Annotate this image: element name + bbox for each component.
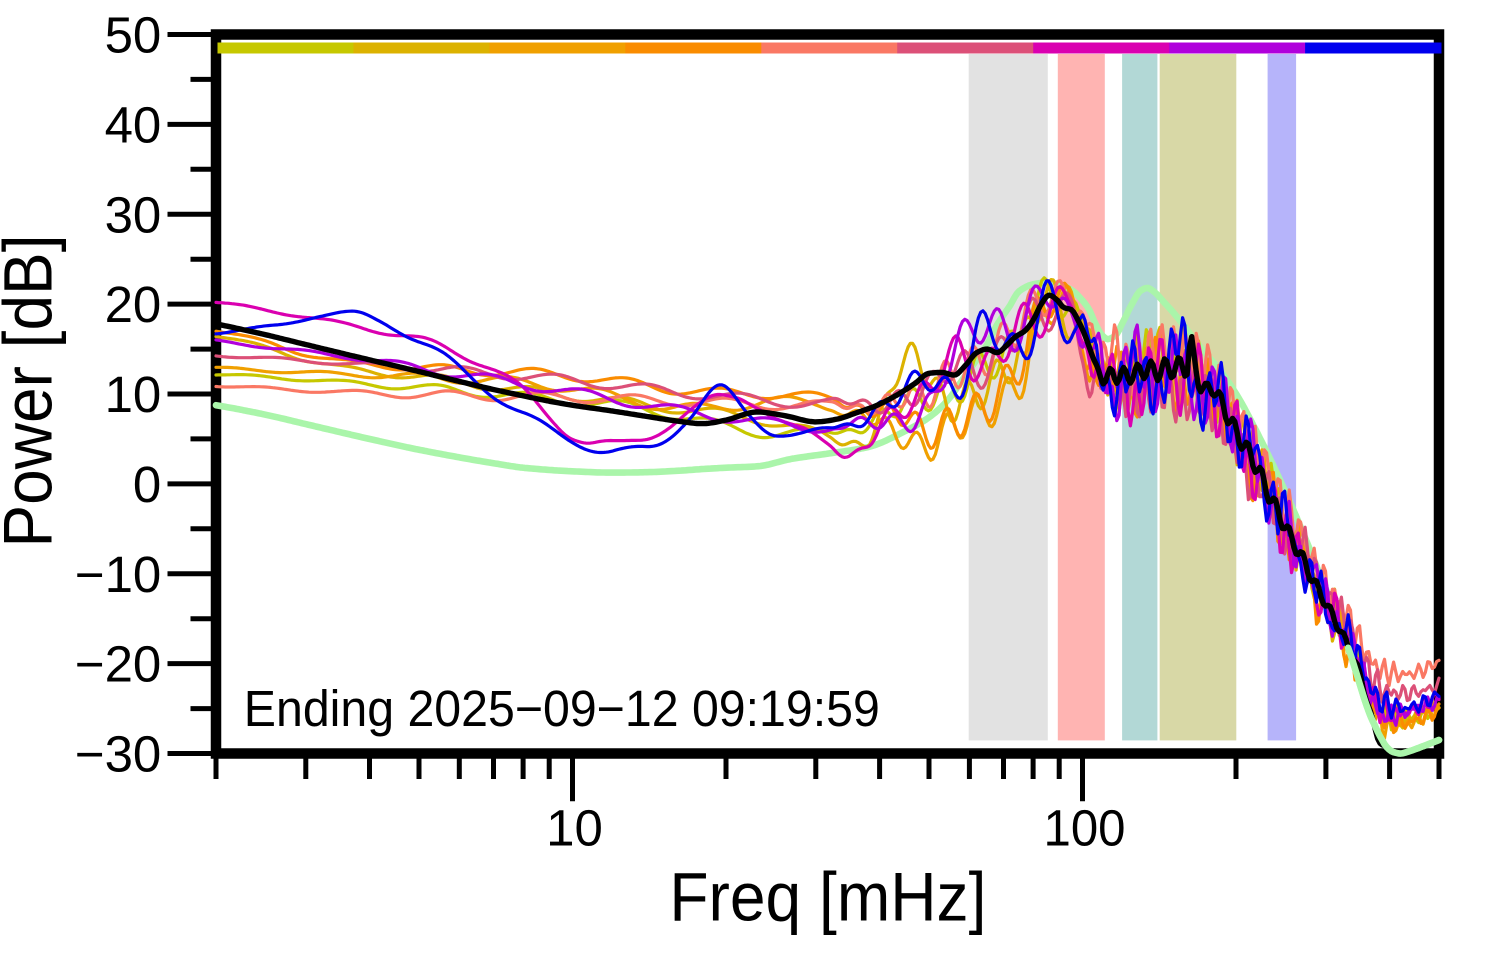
svg-text:−20: −20 [75,636,162,693]
svg-text:40: 40 [105,97,162,154]
svg-text:10: 10 [105,366,162,423]
svg-text:0: 0 [133,456,161,513]
svg-text:30: 30 [105,186,162,243]
svg-text:−10: −10 [75,546,162,603]
svg-text:Freq [mHz]: Freq [mHz] [669,858,986,935]
svg-text:100: 100 [1044,800,1126,857]
svg-text:50: 50 [105,7,162,64]
svg-text:−30: −30 [75,726,162,783]
svg-text:Ending 2025−09−12 09:19:59: Ending 2025−09−12 09:19:59 [244,680,880,737]
svg-text:20: 20 [105,276,162,333]
svg-text:Power [dB]: Power [dB] [0,235,67,548]
svg-text:10: 10 [546,800,603,857]
